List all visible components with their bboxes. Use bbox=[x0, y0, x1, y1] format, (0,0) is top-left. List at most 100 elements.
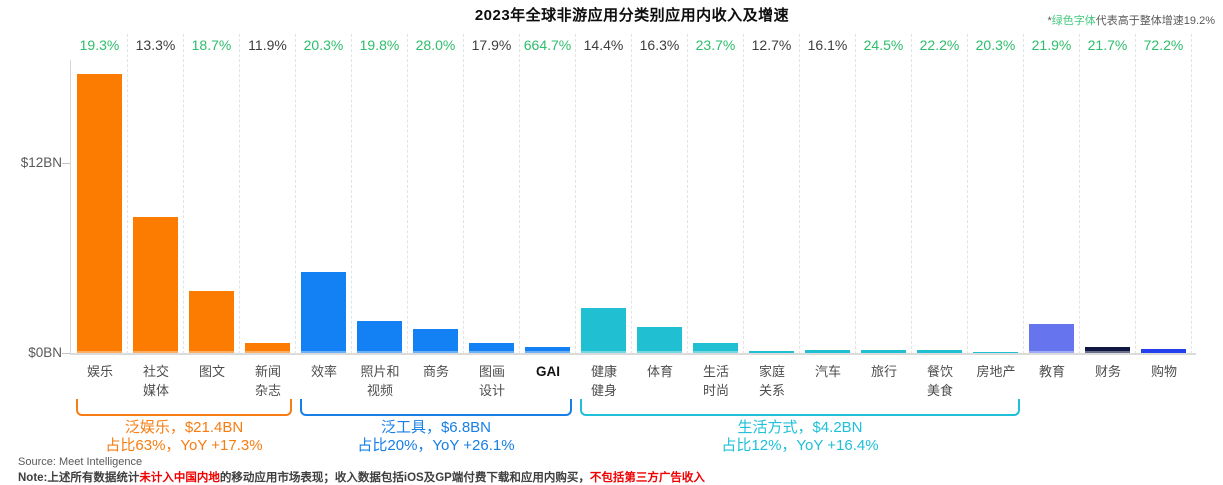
chart-column-体育: 16.3% bbox=[632, 34, 688, 354]
chart-column-图文: 18.7% bbox=[184, 34, 240, 354]
category-axis-labels: 娱乐 社交 媒体 图文 新闻 杂志 效率 照片和 视频 商务 图画 设计 GAI 健康 健身 体育 生活 时尚 家庭… bbox=[72, 362, 1192, 400]
growth-label-生活时尚: 23.7% bbox=[695, 37, 736, 53]
group-bracket-泛工具 bbox=[300, 399, 572, 416]
growth-label-GAI: 664.7% bbox=[523, 37, 572, 53]
bar-汽车 bbox=[805, 350, 850, 354]
chart-column-健康健身: 14.4% bbox=[576, 34, 632, 354]
bar-新闻杂志 bbox=[245, 343, 290, 354]
bar-shine bbox=[301, 351, 346, 354]
group-bracket-生活方式 bbox=[580, 399, 1020, 416]
growth-label-体育: 16.3% bbox=[639, 37, 680, 53]
category-label-新闻杂志: 新闻 杂志 bbox=[254, 364, 281, 398]
growth-label-新闻杂志: 11.9% bbox=[248, 37, 287, 53]
bar-shine bbox=[245, 351, 290, 354]
bar-财务 bbox=[1085, 347, 1130, 354]
category-label-体育: 体育 bbox=[646, 364, 673, 379]
bar-体育 bbox=[637, 327, 682, 354]
bar-购物 bbox=[1141, 349, 1186, 354]
category-label-教育: 教育 bbox=[1038, 364, 1065, 379]
group-label-泛娱乐: 泛娱乐，$21.4BN 占比63%，YoY +17.3% bbox=[105, 419, 263, 454]
category-label-购物: 购物 bbox=[1150, 364, 1177, 379]
growth-label-社交媒体: 13.3% bbox=[135, 37, 176, 53]
category-label-社交媒体: 社交 媒体 bbox=[142, 364, 169, 398]
bar-图文 bbox=[189, 291, 234, 354]
bar-旅行 bbox=[861, 350, 906, 354]
category-label-健康健身: 健康 健身 bbox=[590, 364, 617, 398]
bar-shine bbox=[637, 351, 682, 354]
chart-column-GAI: 664.7% bbox=[520, 34, 576, 354]
chart-column-汽车: 16.1% bbox=[800, 34, 856, 354]
footnote-text: Note:上述所有数据统计未计入中国内地的移动应用市场表现；收入数据包括iOS及… bbox=[18, 469, 705, 485]
growth-label-购物: 72.2% bbox=[1143, 37, 1184, 53]
category-label-商务: 商务 bbox=[422, 364, 449, 379]
y-axis-line bbox=[70, 60, 71, 354]
growth-label-教育: 21.9% bbox=[1031, 37, 1072, 53]
bar-shine bbox=[189, 351, 234, 354]
bar-健康健身 bbox=[581, 308, 626, 354]
y-axis-label-0bn: $0BN bbox=[28, 345, 62, 360]
category-label-图文: 图文 bbox=[198, 364, 225, 379]
growth-label-餐饮美食: 22.2% bbox=[919, 37, 960, 53]
bar-shine bbox=[693, 351, 738, 354]
chart-column-商务: 28.0% bbox=[408, 34, 464, 354]
bar-教育 bbox=[1029, 324, 1074, 354]
chart-column-照片和视频: 19.8% bbox=[352, 34, 408, 354]
growth-label-照片和视频: 19.8% bbox=[359, 37, 400, 53]
chart-column-教育: 21.9% bbox=[1024, 34, 1080, 354]
bar-shine bbox=[413, 351, 458, 354]
group-label-泛工具: 泛工具，$6.8BN 占比20%，YoY +26.1% bbox=[357, 419, 515, 454]
category-label-旅行: 旅行 bbox=[870, 364, 897, 379]
bar-图画设计 bbox=[469, 343, 514, 354]
footnote-segment: 的移动应用市场表现；收入数据包括iOS及GP端付费下载和应用内购买， bbox=[219, 472, 590, 484]
growth-label-图画设计: 17.9% bbox=[471, 37, 512, 53]
footnote-segment: Note:上述所有数据统计 bbox=[18, 472, 140, 484]
growth-label-房地产: 20.3% bbox=[975, 37, 1016, 53]
chart-column-家庭关系: 12.7% bbox=[744, 34, 800, 354]
category-label-汽车: 汽车 bbox=[814, 364, 841, 379]
category-label-照片和视频: 照片和 视频 bbox=[360, 364, 400, 398]
category-label-家庭关系: 家庭 关系 bbox=[758, 364, 785, 398]
category-label-娱乐: 娱乐 bbox=[86, 364, 113, 379]
bar-shine bbox=[357, 351, 402, 354]
chart-column-财务: 21.7% bbox=[1080, 34, 1136, 354]
growth-label-图文: 18.7% bbox=[191, 37, 232, 53]
category-label-效率: 效率 bbox=[310, 364, 337, 379]
source-text: Source: Meet Intelligence bbox=[18, 456, 143, 468]
green-font-legend-note: *绿色字体代表高于整体增速19.2% bbox=[1048, 12, 1215, 28]
group-label-生活方式: 生活方式，$4.2BN 占比12%，YoY +16.4% bbox=[721, 419, 879, 454]
growth-label-娱乐: 19.3% bbox=[79, 37, 120, 53]
footnote-red-segment: 未计入中国内地 bbox=[139, 472, 220, 484]
category-label-财务: 财务 bbox=[1094, 364, 1121, 379]
chart-column-社交媒体: 13.3% bbox=[128, 34, 184, 354]
bar-shine bbox=[525, 351, 570, 354]
bar-shine bbox=[1029, 351, 1074, 354]
chart-column-效率: 20.3% bbox=[296, 34, 352, 354]
growth-label-财务: 21.7% bbox=[1087, 37, 1128, 53]
growth-label-健康健身: 14.4% bbox=[583, 37, 624, 53]
note-suffix-text: 代表高于整体增速19.2% bbox=[1095, 15, 1215, 27]
group-bracket-泛娱乐 bbox=[76, 399, 292, 416]
chart-title: 2023年全球非游应用分类别应用内收入及增速 bbox=[474, 7, 790, 24]
bar-shine bbox=[1085, 351, 1130, 354]
x-axis-baseline bbox=[70, 353, 1196, 355]
bar-商务 bbox=[413, 329, 458, 354]
chart-column-新闻杂志: 11.9% bbox=[240, 34, 296, 354]
growth-label-汽车: 16.1% bbox=[807, 37, 848, 53]
bar-shine bbox=[77, 351, 122, 354]
chart-column-房地产: 20.3% bbox=[968, 34, 1024, 354]
bar-照片和视频 bbox=[357, 321, 402, 354]
category-label-图画设计: 图画 设计 bbox=[478, 364, 505, 398]
bar-shine bbox=[581, 351, 626, 354]
category-label-GAI: GAI bbox=[535, 364, 560, 379]
chart-column-餐饮美食: 22.2% bbox=[912, 34, 968, 354]
y-axis-label-12bn: $12BN bbox=[20, 155, 62, 170]
chart-column-图画设计: 17.9% bbox=[464, 34, 520, 354]
plot-area: 19.3% 13.3% 18.7% 11.9% 20.3% 19.8% 28.0% 17.9%… bbox=[72, 34, 1192, 354]
bar-餐饮美食 bbox=[917, 350, 962, 354]
growth-label-商务: 28.0% bbox=[415, 37, 456, 53]
footnote-red-segment: 不包括第三方广告收入 bbox=[589, 472, 705, 484]
note-asterisk: * bbox=[1047, 15, 1052, 27]
bar-效率 bbox=[301, 272, 346, 354]
y-axis-tick-12bn bbox=[62, 163, 70, 164]
